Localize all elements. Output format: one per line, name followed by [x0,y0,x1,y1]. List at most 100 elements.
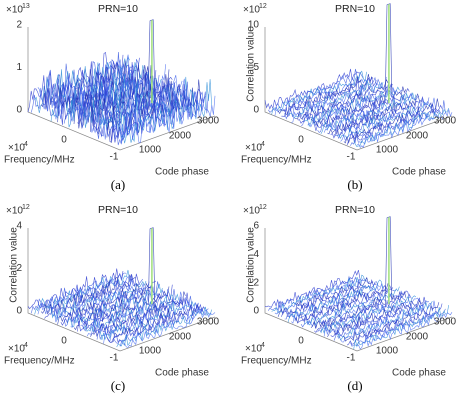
x-exponent: 4 [24,342,28,349]
caption: (a) [111,177,125,192]
z-tick-label: 4 [253,249,259,260]
z-multiplier: ×10 [243,206,260,217]
mesh-line [119,308,216,348]
y-tick-label: 1000 [139,145,162,156]
mesh-line [323,92,420,133]
y-tick-label: 3000 [197,317,220,328]
z-tick-label: 5 [253,62,259,73]
x-tick-label: 0 [61,336,67,347]
mesh-line [356,312,453,350]
mesh-line [310,3,407,127]
x-tick-label: -1 [347,152,356,163]
mesh-line [90,291,186,337]
x-tick-label: -1 [110,353,119,364]
mesh-line [300,83,397,126]
mesh-line [330,96,426,139]
panel-title: PRN=10 [335,3,375,15]
y-tick-label: 2000 [406,332,429,343]
z-tick-label: 2 [16,20,22,31]
mesh-line [67,283,163,328]
z-axis-label: Correlation value [9,227,20,303]
y-tick-label: 1000 [376,346,399,357]
x-tick-label: -1 [347,353,356,364]
mesh-line [346,303,443,346]
caption: (b) [347,177,362,192]
y-axis-label: Code phase [155,167,209,178]
mesh-line [317,93,413,133]
x-axis-label: Frequency/MHz [4,155,75,166]
x-tick-label: 0 [298,336,304,347]
mesh-line [50,280,147,321]
y-tick-label: 2000 [406,131,429,142]
mesh-line [116,306,212,348]
axis-box [27,228,216,352]
mesh-line [281,279,377,318]
z-exponent: 12 [259,204,267,211]
mesh-line [340,97,436,142]
mesh-line [300,289,397,328]
panel-title: PRN=10 [98,204,138,216]
caption: (c) [111,378,125,393]
axis-box [264,228,453,352]
z-multiplier: ×10 [6,5,23,16]
z-tick-label: 0 [16,105,22,116]
y-tick-label: 3000 [434,317,457,328]
mesh-line [343,98,440,144]
mesh-line [350,100,446,146]
x-tick-label: 0 [298,135,304,146]
mesh-line [274,278,371,315]
mesh-line [40,274,137,315]
z-tick-label: 2 [16,263,22,274]
mesh-line [103,300,199,344]
mesh-line [284,76,380,120]
mesh-line [340,300,436,343]
x-tick-label: 0 [61,135,67,146]
x-axis-label: Frequency/MHz [241,155,312,166]
z-multiplier: ×10 [243,5,260,16]
x-exponent: 4 [261,342,265,349]
mesh-line [264,270,361,308]
mesh-line [119,95,216,144]
axis-box [264,27,453,151]
mesh-line [86,291,183,337]
z-axis-label: Correlation value [246,227,257,303]
y-tick-label: 3000 [197,116,220,127]
y-axis-label: Code phase [392,368,446,379]
mesh-line [47,278,143,318]
z-exponent: 12 [259,3,267,10]
mesh-line [80,289,176,332]
panel-title: PRN=10 [335,204,375,216]
mesh-line [103,78,199,140]
z-tick-label: 6 [253,221,259,232]
x-multiplier: ×10 [8,143,25,154]
mesh-line [310,216,407,329]
mesh-line [268,275,364,311]
axis-box [27,27,216,151]
z-tick-label: 4 [16,221,22,232]
mesh-line [307,290,403,329]
mesh-line [343,302,440,342]
mesh-line [50,62,147,122]
mesh-line [327,93,423,135]
mesh-line [356,109,453,149]
z-axis-label: Correlation value [246,26,257,102]
z-multiplier: ×10 [6,206,23,217]
y-tick-label: 1000 [139,346,162,357]
z-tick-label: 2 [253,277,259,288]
mesh-line [268,68,364,113]
mesh-line [287,80,384,119]
y-tick-label: 1000 [376,145,399,156]
x-axis-label: Frequency/MHz [241,356,312,367]
x-multiplier: ×10 [245,344,262,355]
z-tick-label: 0 [253,105,259,116]
z-tick-label: 0 [253,306,259,317]
z-tick-label: 10 [248,20,260,31]
mesh-line [277,276,374,317]
z-tick-label: 0 [16,306,22,317]
mesh-line [287,279,384,323]
mesh-line [304,86,400,128]
